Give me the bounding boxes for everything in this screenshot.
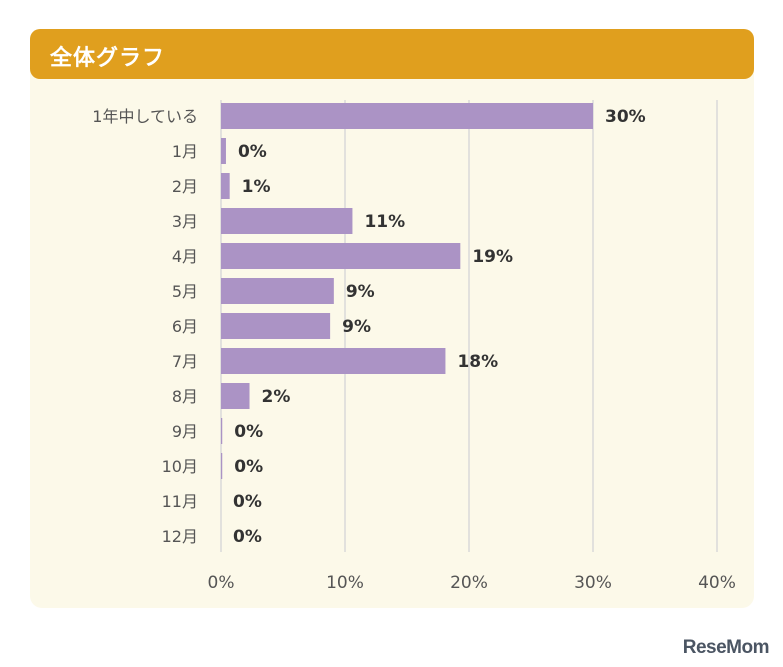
value-label: 11% <box>364 212 405 232</box>
x-tick-label: 40% <box>698 573 736 593</box>
value-label: 1% <box>242 177 271 197</box>
category-label: 4月 <box>172 247 198 266</box>
category-label: 2月 <box>172 177 198 196</box>
bar <box>221 243 461 269</box>
bar <box>221 138 226 164</box>
chart-panel <box>30 70 754 608</box>
value-label: 0% <box>233 492 262 512</box>
category-label: 1月 <box>172 142 198 161</box>
category-label: 10月 <box>162 457 198 476</box>
category-label: 12月 <box>162 527 198 546</box>
bar <box>221 208 353 234</box>
value-label: 9% <box>342 317 371 337</box>
bar <box>221 103 593 129</box>
category-label: 8月 <box>172 387 198 406</box>
x-tick-label: 0% <box>208 573 235 593</box>
value-label: 18% <box>457 352 498 372</box>
value-label: 30% <box>605 107 646 127</box>
bar <box>221 278 334 304</box>
category-label: 1年中している <box>92 107 198 126</box>
category-label: 7月 <box>172 352 198 371</box>
bar <box>221 313 331 339</box>
category-label: 9月 <box>172 422 198 441</box>
chart-title: 全体グラフ <box>50 46 166 71</box>
value-label: 0% <box>234 457 263 477</box>
value-label: 0% <box>233 527 262 547</box>
bar <box>221 173 230 199</box>
value-label: 19% <box>472 247 513 267</box>
category-label: 5月 <box>172 282 198 301</box>
value-label: 2% <box>262 387 291 407</box>
value-label: 0% <box>234 422 263 442</box>
resemom-logo: ReseMom <box>682 637 770 658</box>
category-label: 3月 <box>172 212 198 231</box>
bar <box>221 418 223 444</box>
x-tick-label: 30% <box>574 573 612 593</box>
value-label: 9% <box>346 282 375 302</box>
bar <box>221 453 223 479</box>
x-tick-label: 20% <box>450 573 488 593</box>
bar <box>221 383 250 409</box>
bar <box>221 348 446 374</box>
x-tick-label: 10% <box>326 573 364 593</box>
value-label: 0% <box>238 142 267 162</box>
category-label: 6月 <box>172 317 198 336</box>
category-label: 11月 <box>162 492 198 511</box>
chart-header: 全体グラフ <box>30 29 754 79</box>
